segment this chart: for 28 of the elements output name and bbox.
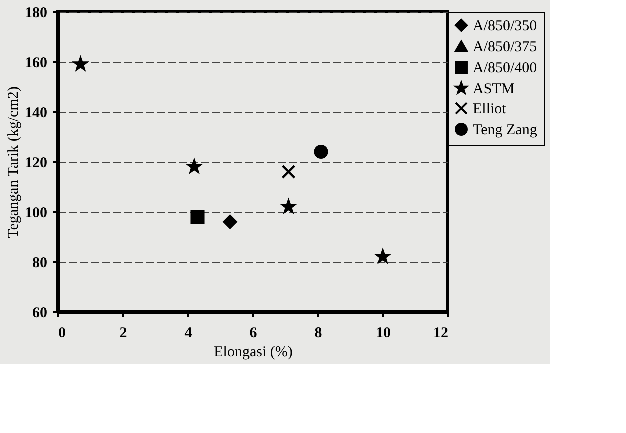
legend-label: Teng Zang: [473, 122, 538, 138]
point: [188, 160, 202, 173]
x-tick-label: 8: [314, 326, 322, 342]
x-tick-label: 6: [250, 326, 258, 342]
x-tick-label: 12: [434, 326, 448, 342]
point: [282, 164, 296, 180]
x-tick-label: 0: [58, 326, 66, 342]
x-tick-label: 2: [120, 326, 128, 342]
y-tick-label: 80: [32, 256, 48, 272]
legend-label: A/850/350: [473, 18, 538, 34]
legend-label: ASTM: [473, 82, 515, 98]
y-tick-label: 140: [25, 106, 48, 122]
point: [223, 214, 238, 230]
x-axis-title: Elongasi (%): [214, 344, 293, 360]
point: [376, 250, 390, 263]
y-tick-label: 100: [25, 206, 48, 222]
y-tick-label: 60: [32, 306, 48, 322]
legend-label: Elliot: [473, 102, 508, 118]
y-tick-label: 180: [25, 6, 48, 22]
legend-label: A/850/400: [473, 60, 538, 76]
y-tick-label: 120: [25, 156, 48, 172]
legend-label: A/850/375: [473, 40, 538, 56]
x-tick-label: 10: [376, 326, 391, 342]
y-axis-title: Tegangan Tarik (kg/cm2): [6, 86, 22, 238]
x-tick-label: 4: [184, 326, 193, 342]
point: [190, 210, 205, 224]
y-tick-label: 160: [25, 56, 48, 72]
point: [314, 144, 328, 160]
